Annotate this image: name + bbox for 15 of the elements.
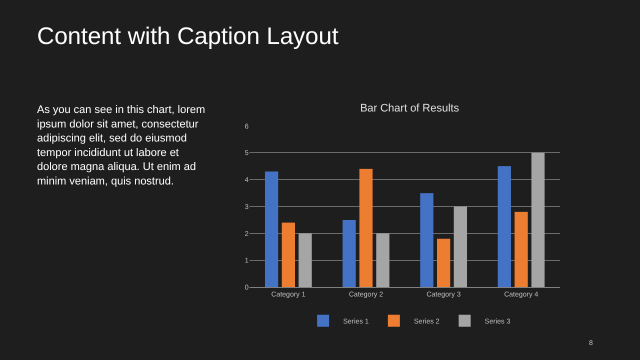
text: Content with Caption Layout bbox=[37, 23, 339, 50]
bar bbox=[376, 233, 390, 288]
text: As you can see in this chart, lorem ipsum dolor sit amet, consectetur adipiscing elit, sed do eiusmod tempor incididunt ut labore et dolore magna aliqua. Ut enim ad minim veniam, quis nostrud. bbox=[37, 104, 206, 188]
bar bbox=[420, 193, 434, 288]
bar bbox=[454, 206, 468, 288]
bar bbox=[498, 166, 511, 288]
bar bbox=[437, 238, 450, 288]
bar bbox=[282, 222, 295, 288]
bar bbox=[531, 152, 545, 288]
bar bbox=[298, 233, 312, 288]
chart-title: Bar Chart of Results bbox=[360, 102, 460, 115]
bar bbox=[514, 212, 528, 288]
bar bbox=[342, 220, 356, 288]
bar bbox=[264, 172, 278, 288]
bar bbox=[359, 168, 373, 288]
